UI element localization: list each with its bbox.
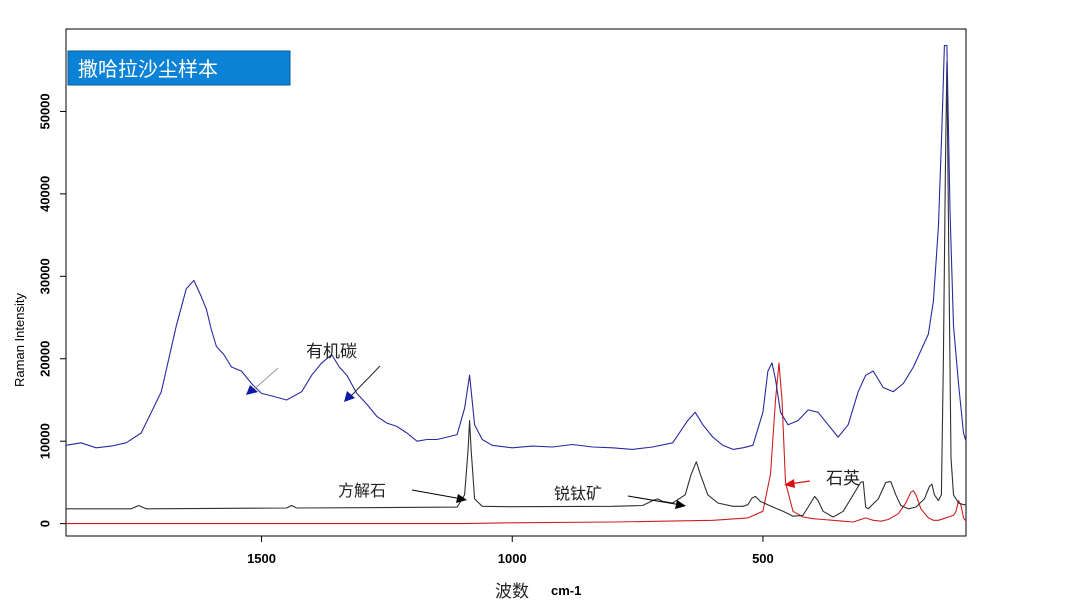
y-tick-label: 10000 [37,423,52,459]
y-tick-label: 0 [37,520,52,527]
chart-title: 撒哈拉沙尘样本 [78,57,218,81]
arrow-calcite [411,489,463,500]
arrow-organic-carbon-1 [250,367,279,393]
annotation-anatase-label: 锐钛矿 [554,484,602,503]
series-layer [65,44,967,525]
arrow-anatase [627,495,682,506]
y-tick-label: 50000 [37,93,52,129]
arrowhead-organic-carbon-2 [344,391,355,402]
x-axis-unit: cm-1 [551,583,581,598]
y-tick-label: 40000 [37,176,52,212]
arrowhead-calcite [456,494,467,503]
annotation-calcite: 方解石 [338,481,467,503]
title-box: 撒哈拉沙尘样本 [67,50,291,86]
arrowhead-organic-carbon-1 [246,385,258,395]
x-axis-label: 波数 [495,582,529,602]
y-tick-label: 30000 [37,258,52,294]
y-tick-label: 20000 [37,341,52,377]
series-line-1 [66,61,966,518]
annotation-organic-carbon: 有机碳 [246,342,381,402]
arrow-organic-carbon-2 [348,365,381,399]
series-line-2 [66,362,967,525]
series-line-0 [65,44,967,450]
title-background [67,50,291,86]
x-tick-label: 1500 [247,551,276,566]
annotation-quartz: 石英 [784,469,860,489]
x-tick-label: 1000 [498,551,527,566]
y-axis-label: Raman Intensity [12,293,27,387]
x-axis: 1500 1000 500 [247,536,774,566]
annotation-organic-carbon-label: 有机碳 [306,342,357,362]
annotation-quartz-label: 石英 [826,469,860,489]
arrowhead-quartz [784,479,795,488]
annotation-calcite-label: 方解石 [338,481,386,500]
y-axis: 0 10000 20000 30000 40000 50000 [37,93,66,527]
plot-frame [65,28,967,537]
arrowhead-anatase [675,500,686,509]
x-tick-label: 500 [752,551,774,566]
annotation-anatase: 锐钛矿 [554,484,686,509]
